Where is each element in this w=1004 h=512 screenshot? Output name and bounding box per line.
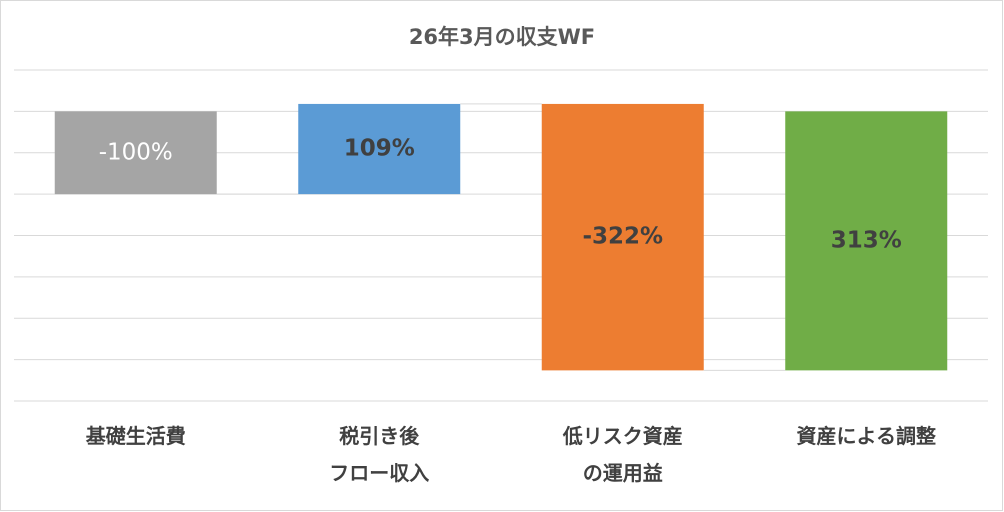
- value-label: 313%: [831, 227, 902, 253]
- x-tick-label: 資産による調整: [796, 424, 936, 448]
- x-tick-label: 基礎生活費: [85, 424, 186, 448]
- bar: [54, 111, 217, 195]
- x-tick-label: 税引き後 フロー収入: [329, 424, 430, 485]
- value-label: -322%: [582, 224, 663, 250]
- chart-title: 26年3月の収支WF: [409, 25, 595, 49]
- bar: [785, 111, 948, 371]
- bar: [541, 103, 704, 371]
- value-label: -100%: [99, 139, 173, 165]
- bar: [298, 103, 461, 195]
- value-label: 109%: [344, 136, 415, 162]
- x-tick-label: 低リスク資産 の運用益: [562, 424, 683, 485]
